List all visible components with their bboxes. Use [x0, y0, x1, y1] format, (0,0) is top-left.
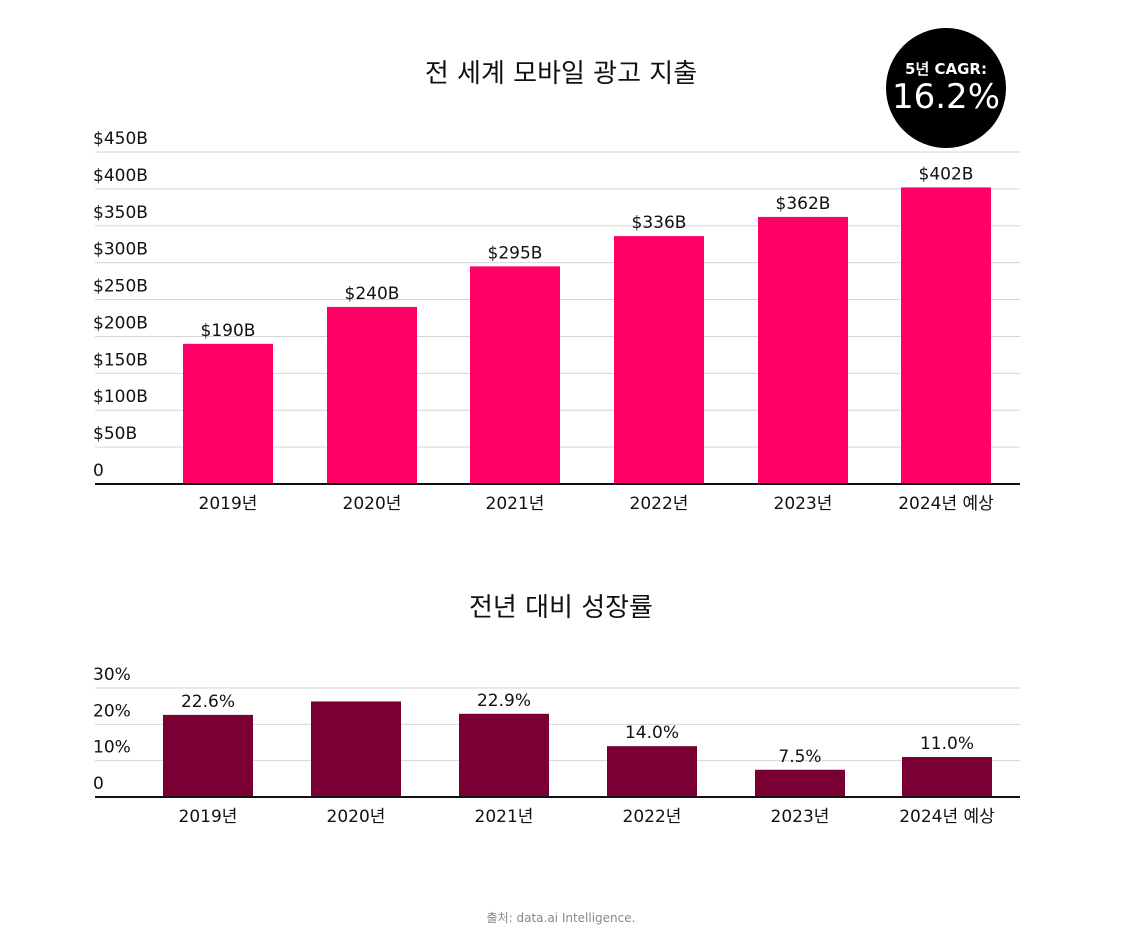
growth-data-label: 22.6% [181, 692, 235, 712]
growth-bar [755, 769, 845, 797]
spend-bar [470, 266, 560, 484]
spend-ytick-label: $400B [93, 166, 148, 186]
growth-bar [459, 713, 549, 797]
growth-xtick-label: 2020년 [327, 807, 386, 827]
chart2-title: 전년 대비 성장률 [469, 593, 653, 623]
growth-ytick-label: 10% [93, 738, 131, 758]
growth-data-label: 7.5% [778, 747, 821, 767]
growth-xtick-label: 2019년 [179, 807, 238, 827]
spend-xtick-label: 2020년 [343, 494, 402, 514]
growth-bar [902, 757, 992, 797]
cagr-badge: 5년 CAGR: 16.2% [886, 28, 1006, 148]
growth-ytick-label: 30% [93, 665, 131, 685]
badge-value: 16.2% [892, 77, 1000, 117]
growth-bar [163, 714, 253, 797]
chart1-plot: 0 $50B $100B $150B $200B $250B $300B $350B $400B… [93, 129, 1020, 514]
spend-ytick-label: $100B [93, 387, 148, 407]
spend-ytick-label: 0 [93, 461, 104, 481]
badge-label: 5년 CAGR: [905, 60, 987, 78]
spend-data-label: $362B [776, 194, 831, 214]
spend-ytick-label: $50B [93, 424, 137, 444]
spend-ytick-label: $300B [93, 240, 148, 260]
spend-ytick-label: $150B [93, 350, 148, 370]
spend-data-label: $295B [488, 243, 543, 263]
badge-circle [886, 28, 1006, 148]
spend-xtick-label: 2021년 [486, 494, 545, 514]
spend-data-label: $240B [345, 284, 400, 304]
growth-xtick-label: 2022년 [623, 807, 682, 827]
spend-xtick-label: 2019년 [199, 494, 258, 514]
spend-ytick-label: $450B [93, 129, 148, 149]
spend-ytick-label: $250B [93, 277, 148, 297]
spend-data-label: $190B [201, 321, 256, 341]
growth-bar [607, 746, 697, 797]
growth-data-label: 11.0% [920, 734, 974, 754]
growth-xtick-label: 2021년 [475, 807, 534, 827]
spend-xtick-label: 2022년 [630, 494, 689, 514]
spend-bar [327, 306, 417, 484]
chart1-title: 전 세계 모바일 광고 지출 [425, 59, 697, 89]
growth-xtick-label: 2024년 예상 [899, 807, 995, 827]
growth-ytick-label: 20% [93, 701, 131, 721]
spend-bar [614, 236, 704, 484]
growth-bar [311, 701, 401, 797]
source-note: 출처: data.ai Intelligence. [487, 911, 636, 925]
spend-bar [758, 216, 848, 484]
growth-xtick-label: 2023년 [771, 807, 830, 827]
spend-data-label: $402B [919, 164, 974, 184]
spend-xtick-label: 2023년 [774, 494, 833, 514]
growth-data-label: 14.0% [625, 723, 679, 743]
chart2-plot: 0 10% 20% 30% 22.6% 2019년 2020년 22.9% 2021년 14.0%… [93, 665, 1020, 827]
growth-data-label: 22.9% [477, 691, 531, 711]
spend-xtick-label: 2024년 예상 [898, 494, 994, 514]
spend-data-label: $336B [632, 213, 687, 233]
growth-ytick-label: 0 [93, 774, 104, 794]
spend-bar [901, 187, 991, 484]
spend-ytick-label: $350B [93, 203, 148, 223]
spend-ytick-label: $200B [93, 313, 148, 333]
spend-bar [183, 343, 273, 484]
